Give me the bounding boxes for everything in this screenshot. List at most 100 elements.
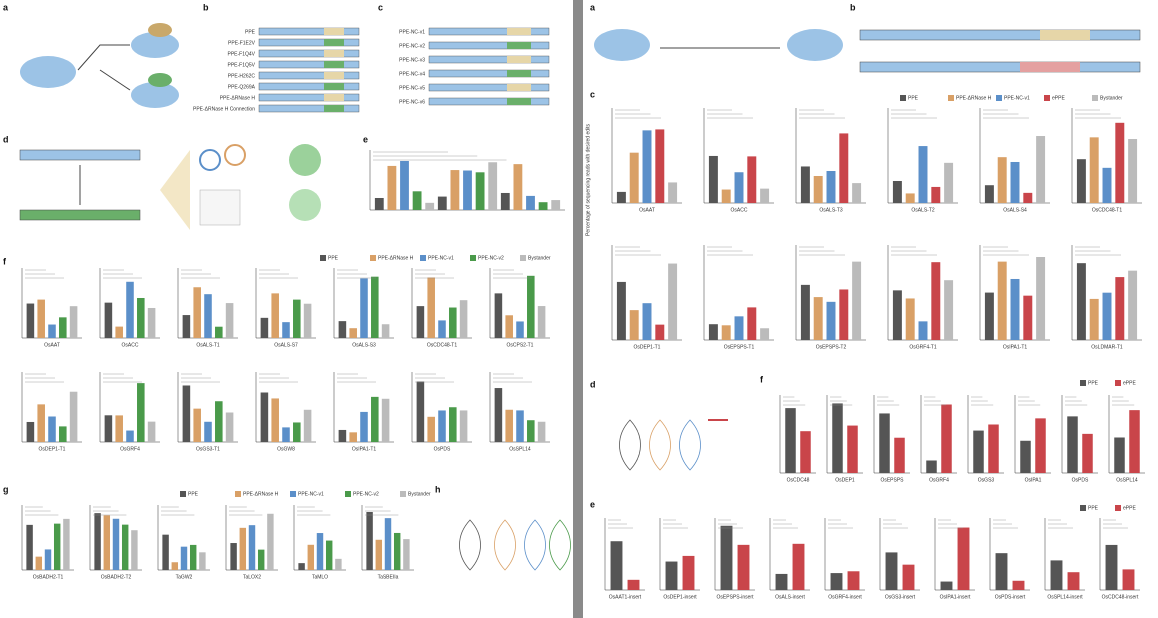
legend-swatch	[420, 255, 426, 261]
bar	[708, 324, 718, 340]
bar	[349, 432, 357, 442]
gene-label: OsSPL14	[509, 446, 531, 452]
bar	[248, 525, 256, 570]
bar	[225, 412, 234, 442]
bar	[449, 307, 457, 338]
protein	[131, 82, 179, 108]
bar	[182, 385, 191, 442]
panel-letter: b	[850, 2, 856, 12]
bar	[1050, 560, 1063, 590]
gene-label: OsACC	[731, 207, 748, 213]
violin	[494, 519, 516, 571]
panel-letter: e	[363, 134, 368, 144]
legend-label: Bystander	[528, 255, 551, 261]
bar	[1105, 544, 1118, 590]
gene-label: OsGRF4-T1	[909, 344, 936, 350]
bar	[516, 410, 524, 442]
bar	[940, 581, 953, 590]
construct-label: PPE-NC-v6	[399, 99, 425, 105]
construct	[258, 49, 360, 58]
bar	[204, 421, 212, 442]
legend-label: PPE-ΔRNase H	[243, 491, 279, 497]
gene-label: TaSBEIIa	[378, 574, 399, 580]
protein	[20, 56, 76, 88]
bar	[747, 156, 757, 203]
bar	[997, 261, 1007, 340]
bar	[427, 277, 435, 338]
bar	[1115, 122, 1125, 203]
protein	[131, 32, 179, 58]
bar	[785, 408, 796, 473]
bar	[988, 424, 999, 473]
bar	[488, 162, 498, 210]
bar	[538, 202, 548, 210]
legend-label: Bystander	[408, 491, 431, 497]
gene-label: OsDEP1-T1	[634, 344, 661, 350]
bar	[121, 524, 129, 570]
bar	[852, 183, 862, 203]
gene-label: OsIPA1	[1025, 477, 1042, 483]
gene-label: OsGW8	[277, 446, 295, 452]
panel-letter: c	[590, 89, 595, 99]
bar	[475, 172, 485, 210]
bar	[463, 170, 472, 210]
bar	[847, 571, 860, 590]
bar	[459, 410, 468, 442]
legend-label: PPE	[188, 491, 199, 497]
legend-label: PPE-NC-v2	[478, 255, 504, 261]
gene-label: OsIPA1-T1	[1003, 344, 1028, 350]
gene-label: OsAAT1-insert	[609, 594, 642, 600]
gene-label: OsALS-S7	[274, 342, 298, 348]
construct-label: PPE-NC-v5	[399, 85, 425, 91]
bar	[338, 321, 347, 338]
bar	[826, 301, 836, 340]
rt	[148, 23, 172, 37]
bar	[941, 404, 952, 473]
bar	[1128, 270, 1138, 340]
bar	[1010, 278, 1020, 340]
bar	[387, 165, 397, 210]
gene-label: OsBADH2-T2	[101, 574, 132, 580]
bar	[616, 281, 626, 340]
domain	[507, 28, 531, 35]
bar	[260, 392, 269, 442]
legend-swatch	[345, 491, 351, 497]
gene-label: OsBADH2-T1	[33, 574, 64, 580]
panel-letter: h	[435, 484, 441, 494]
bar	[384, 518, 392, 570]
plasmid	[199, 149, 221, 171]
legend-label: ePPE	[1123, 380, 1136, 386]
y-axis-label: Percentage of sequencing reads with desi…	[585, 123, 591, 236]
bar	[1023, 192, 1033, 203]
construct-label: PPE-F1Q5V	[227, 62, 255, 68]
bar	[271, 398, 279, 442]
bar	[416, 306, 425, 338]
bar	[257, 549, 265, 570]
gene-label: OsEPSPS-T2	[816, 344, 847, 350]
bar	[1102, 292, 1112, 340]
bar	[162, 534, 169, 570]
chevron	[160, 150, 190, 230]
bar	[826, 171, 836, 203]
bar	[303, 409, 312, 442]
bar	[215, 401, 223, 442]
bar	[225, 303, 234, 338]
bar	[293, 299, 301, 338]
bar	[1076, 159, 1086, 203]
bar	[35, 556, 43, 570]
bar	[505, 409, 513, 442]
gene-label: TaMLO	[312, 574, 328, 580]
bar	[668, 182, 678, 203]
bar	[131, 530, 138, 570]
construct-label: PPE-NC-v3	[399, 57, 425, 63]
bar	[199, 552, 206, 570]
legend-swatch	[948, 95, 954, 101]
bar	[1067, 572, 1080, 590]
bar	[438, 410, 446, 442]
domain	[507, 42, 531, 49]
bar	[813, 297, 823, 340]
bar	[1115, 277, 1125, 340]
bar	[931, 262, 941, 340]
gene-label: OsEPSPS	[880, 477, 904, 483]
legend-label: PPE-ΔRNase H	[956, 95, 992, 101]
